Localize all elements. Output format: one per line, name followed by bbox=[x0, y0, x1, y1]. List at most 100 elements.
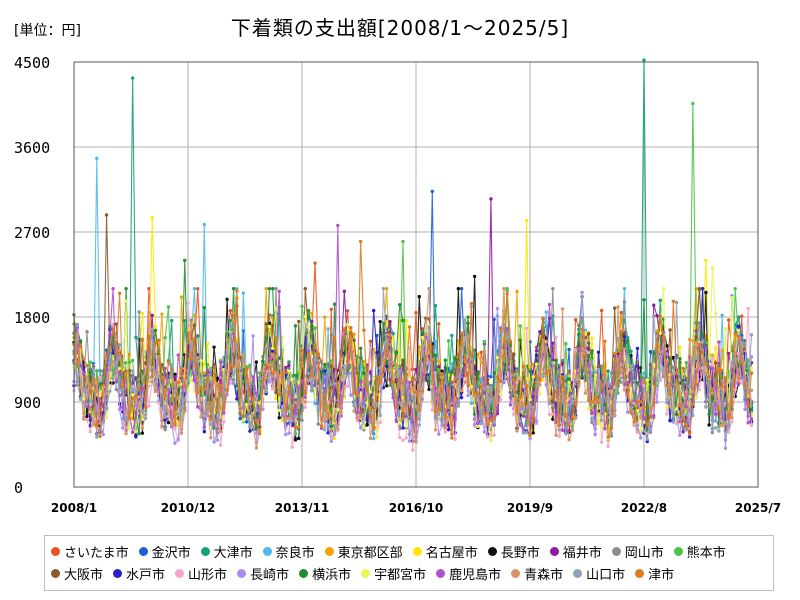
data-point bbox=[365, 423, 369, 427]
data-point bbox=[218, 384, 223, 388]
data-point bbox=[323, 374, 327, 379]
data-point bbox=[95, 381, 99, 386]
data-point bbox=[453, 409, 457, 413]
data-point bbox=[287, 369, 291, 373]
data-point bbox=[134, 398, 138, 403]
legend-item: 横浜市 bbox=[299, 562, 351, 584]
data-point bbox=[287, 376, 291, 380]
data-point bbox=[244, 400, 249, 404]
data-point bbox=[547, 412, 552, 417]
data-point bbox=[401, 426, 405, 430]
data-point bbox=[736, 324, 741, 329]
data-point bbox=[437, 412, 441, 417]
data-point bbox=[82, 387, 86, 391]
legend-marker-icon bbox=[511, 568, 521, 578]
legend-label: 横浜市 bbox=[312, 567, 352, 583]
data-point bbox=[521, 364, 526, 369]
data-point bbox=[622, 369, 627, 373]
data-point bbox=[609, 386, 614, 390]
data-point bbox=[743, 339, 747, 343]
data-point bbox=[694, 356, 698, 361]
data-point bbox=[554, 383, 558, 388]
data-point bbox=[476, 393, 480, 397]
legend-item: 福井市 bbox=[549, 540, 602, 562]
data-point bbox=[713, 346, 718, 350]
data-point bbox=[310, 374, 314, 378]
data-point bbox=[173, 389, 177, 393]
data-point bbox=[518, 419, 522, 423]
data-point bbox=[697, 367, 702, 371]
plot-frame bbox=[73, 61, 759, 488]
data-point bbox=[130, 407, 135, 411]
data-point bbox=[95, 369, 99, 373]
data-point bbox=[590, 406, 594, 411]
data-point bbox=[629, 411, 633, 415]
data-point bbox=[648, 414, 653, 418]
data-point bbox=[547, 398, 552, 402]
data-point bbox=[580, 374, 584, 379]
data-point bbox=[293, 431, 298, 436]
data-point bbox=[645, 378, 649, 382]
data-point bbox=[541, 378, 545, 382]
data-point bbox=[274, 306, 278, 310]
data-point bbox=[743, 407, 747, 412]
data-point bbox=[599, 440, 604, 444]
data-point bbox=[622, 286, 627, 291]
data-point bbox=[713, 412, 718, 416]
data-point bbox=[127, 352, 132, 357]
data-point bbox=[384, 384, 389, 388]
data-point bbox=[525, 414, 529, 419]
data-point bbox=[254, 391, 259, 396]
legend-label: 大津市 bbox=[213, 545, 253, 561]
data-point bbox=[179, 431, 184, 435]
data-point bbox=[437, 407, 441, 411]
data-point bbox=[414, 404, 418, 408]
data-point bbox=[642, 298, 646, 302]
data-point bbox=[251, 413, 255, 417]
data-point bbox=[570, 415, 575, 420]
y-tick-label: 2700 bbox=[14, 224, 50, 242]
data-point bbox=[248, 402, 252, 406]
data-point bbox=[166, 360, 171, 364]
data-point bbox=[567, 423, 571, 428]
data-point bbox=[368, 390, 373, 394]
data-point bbox=[619, 380, 623, 385]
data-point bbox=[218, 443, 223, 447]
data-point bbox=[284, 418, 288, 422]
data-point bbox=[134, 411, 138, 416]
data-point bbox=[290, 407, 294, 411]
data-point bbox=[101, 383, 106, 387]
data-point bbox=[375, 350, 379, 355]
data-point bbox=[459, 286, 464, 291]
data-point bbox=[108, 346, 112, 351]
data-point bbox=[713, 361, 718, 365]
data-point bbox=[626, 410, 630, 414]
data-point bbox=[700, 350, 705, 355]
data-point bbox=[544, 345, 548, 350]
legend-marker-icon bbox=[237, 568, 247, 578]
data-point bbox=[95, 435, 99, 439]
data-point bbox=[134, 435, 138, 439]
data-point bbox=[163, 427, 167, 432]
data-point bbox=[492, 415, 496, 420]
data-point bbox=[456, 286, 461, 291]
data-point bbox=[521, 414, 526, 418]
data-point bbox=[212, 418, 216, 422]
data-point bbox=[140, 369, 145, 373]
data-point bbox=[459, 331, 464, 335]
data-point bbox=[339, 410, 343, 415]
data-point bbox=[394, 362, 399, 367]
data-point bbox=[326, 370, 330, 375]
legend-item: 宇都宮市 bbox=[361, 562, 426, 584]
data-point bbox=[140, 409, 145, 413]
data-point bbox=[244, 420, 249, 424]
data-point bbox=[720, 385, 724, 389]
data-point bbox=[274, 336, 278, 340]
data-point bbox=[345, 322, 350, 327]
data-point bbox=[717, 385, 721, 390]
data-point bbox=[261, 378, 265, 382]
legend-label: 山口市 bbox=[586, 567, 626, 583]
data-point bbox=[433, 428, 438, 432]
data-point bbox=[717, 366, 721, 371]
data-point bbox=[505, 292, 509, 296]
